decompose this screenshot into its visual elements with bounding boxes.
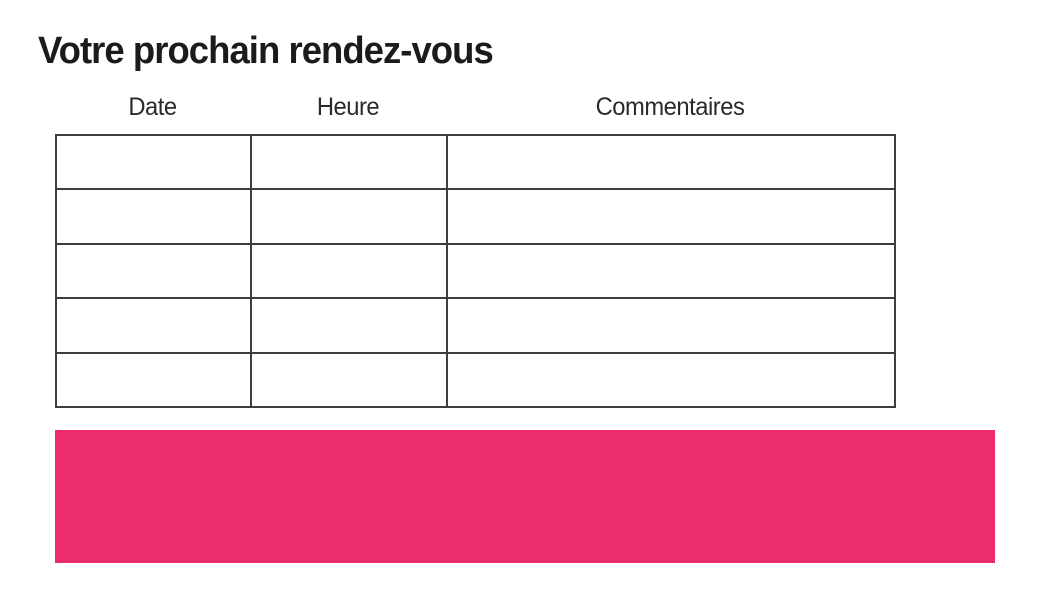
column-header-commentaires: Commentaires: [595, 93, 745, 121]
table-row: [55, 188, 896, 245]
appointments-table-body: [55, 133, 896, 409]
column-header-date: Date: [128, 93, 177, 121]
column-header-heure: Heure: [316, 93, 380, 121]
pink-highlight-block: [55, 430, 995, 563]
cell-heure: [250, 133, 448, 191]
cell-heure: [250, 188, 448, 245]
cell-commentaires: [446, 133, 896, 191]
table-row: [55, 242, 896, 300]
appointments-table: [55, 133, 896, 409]
cell-date: [55, 297, 252, 354]
cell-commentaires: [446, 297, 896, 354]
cell-heure: [250, 351, 448, 409]
cell-date: [55, 351, 252, 409]
cell-commentaires: [446, 242, 896, 300]
cell-date: [55, 188, 252, 245]
cell-heure: [250, 297, 448, 354]
table-header-row: Date Heure Commentaires: [55, 93, 894, 122]
table-row: [55, 297, 896, 354]
cell-date: [55, 242, 252, 300]
cell-commentaires: [446, 351, 896, 409]
cell-commentaires: [446, 188, 896, 245]
cell-date: [55, 133, 252, 191]
cell-heure: [250, 242, 448, 300]
table-row: [55, 133, 896, 191]
page-title: Votre prochain rendez-vous: [38, 30, 494, 72]
table-row: [55, 351, 896, 409]
